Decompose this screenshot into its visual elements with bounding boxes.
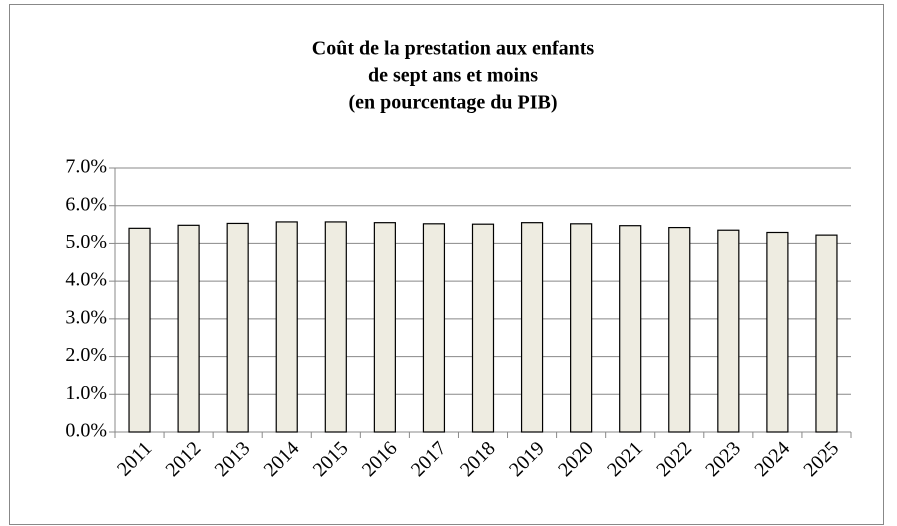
chart-title: Coût de la prestation aux enfants [312, 38, 595, 60]
bar [324, 221, 347, 433]
y-tick-label: 2.0% [65, 344, 107, 366]
y-tick-label: 7.0% [65, 156, 107, 178]
bar [226, 222, 249, 433]
bar [275, 221, 298, 433]
y-tick-label: 0.0% [65, 420, 107, 442]
bar [570, 223, 593, 433]
bar [815, 234, 838, 433]
bar [619, 225, 642, 433]
bar [373, 222, 396, 433]
bar [520, 222, 544, 433]
bar [177, 224, 200, 433]
y-tick-label: 6.0% [65, 193, 107, 215]
y-tick-label: 5.0% [65, 231, 107, 253]
y-tick-label: 1.0% [65, 382, 107, 404]
y-tick-label: 3.0% [65, 306, 107, 328]
bar [471, 223, 495, 433]
bar [422, 223, 446, 433]
chart-title: de sept ans et moins [368, 65, 538, 87]
y-tick-label: 4.0% [65, 269, 107, 291]
chart-title: (en pourcentage du PIB) [348, 92, 557, 114]
bar [128, 227, 151, 433]
bar [766, 231, 789, 433]
bar [717, 229, 740, 433]
bar [668, 226, 691, 433]
